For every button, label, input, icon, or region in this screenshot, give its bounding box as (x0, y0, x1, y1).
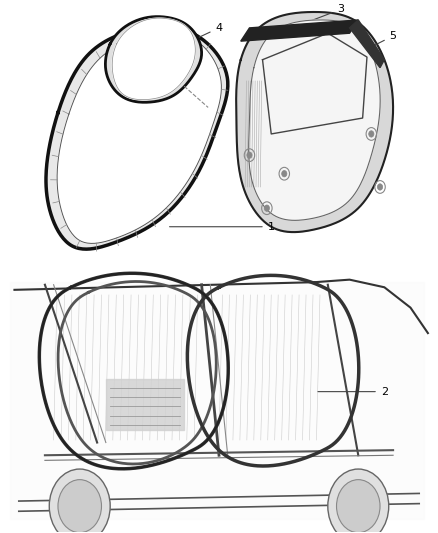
Circle shape (49, 469, 110, 533)
Text: 1: 1 (170, 222, 275, 232)
Polygon shape (46, 27, 228, 249)
Circle shape (369, 131, 374, 137)
Polygon shape (57, 33, 221, 244)
Circle shape (336, 480, 380, 532)
Polygon shape (46, 27, 228, 249)
Polygon shape (350, 20, 385, 68)
Polygon shape (241, 20, 358, 41)
Text: 4: 4 (165, 23, 223, 53)
Polygon shape (106, 17, 201, 102)
Text: 2: 2 (318, 386, 388, 397)
Polygon shape (249, 20, 380, 220)
Circle shape (282, 171, 287, 177)
Circle shape (58, 480, 102, 532)
Polygon shape (112, 18, 195, 100)
Circle shape (264, 205, 269, 212)
Circle shape (247, 152, 252, 158)
Circle shape (378, 184, 383, 190)
Polygon shape (236, 12, 393, 232)
Text: 5: 5 (370, 31, 396, 48)
Text: 3: 3 (309, 4, 344, 22)
Circle shape (328, 469, 389, 533)
Polygon shape (106, 379, 184, 430)
Polygon shape (10, 282, 424, 519)
